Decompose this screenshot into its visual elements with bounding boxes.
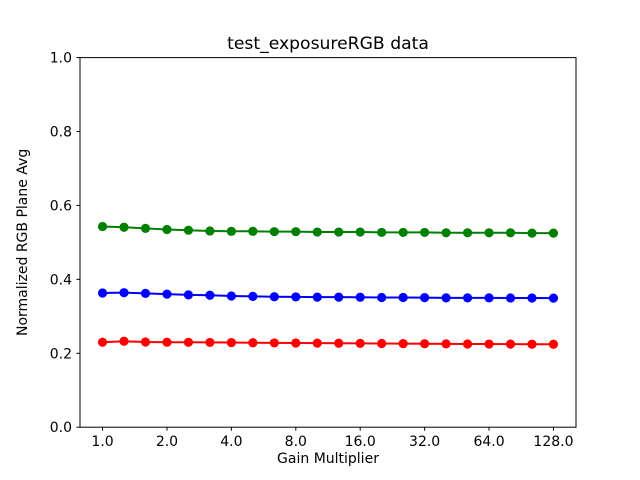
data-point-blue-plane (205, 290, 215, 300)
data-point-green-plane (420, 227, 430, 238)
data-point-red-plane (269, 338, 279, 348)
data-point-green-plane (291, 227, 301, 237)
data-point-green-plane (97, 221, 108, 232)
data-point-green-plane (355, 227, 365, 237)
data-point-blue-plane (291, 292, 301, 302)
data-point-blue-plane (527, 293, 537, 303)
data-point-green-plane (226, 226, 236, 236)
data-point-green-plane (527, 228, 537, 238)
data-point-blue-plane (462, 293, 473, 303)
data-point-red-plane (205, 337, 215, 348)
data-point-red-plane (162, 337, 172, 347)
x-tick-label: 2.0 (156, 434, 178, 450)
data-point-red-plane (377, 338, 387, 349)
data-point-red-plane (226, 337, 236, 348)
data-point-green-plane (140, 223, 151, 233)
data-point-green-plane (377, 227, 387, 238)
y-tick-label: 0.0 (50, 420, 72, 436)
data-point-red-plane (312, 338, 322, 348)
data-point-blue-plane (441, 293, 451, 303)
series-line-blue-plane (102, 291, 554, 300)
data-point-blue-plane (420, 293, 430, 303)
data-point-red-plane (291, 338, 301, 348)
data-point-blue-plane (248, 291, 258, 301)
axes-spines (79, 57, 577, 428)
data-point-red-plane (119, 336, 129, 346)
data-point-blue-plane (334, 292, 344, 302)
data-point-blue-plane (119, 288, 129, 298)
data-point-green-plane (505, 228, 516, 238)
data-point-green-plane (398, 227, 408, 238)
data-point-blue-plane (183, 290, 194, 300)
data-point-red-plane (462, 339, 473, 349)
data-point-green-plane (248, 226, 258, 236)
data-point-green-plane (462, 228, 473, 238)
data-point-green-plane (312, 227, 322, 237)
data-point-red-plane (527, 339, 537, 349)
data-point-blue-plane (484, 293, 494, 303)
data-point-green-plane (183, 225, 194, 235)
data-point-blue-plane (226, 291, 236, 301)
data-point-green-plane (269, 227, 279, 237)
data-point-red-plane (140, 337, 151, 347)
x-axis-label: Gain Multiplier (277, 451, 379, 467)
x-tick-label: 128.0 (533, 434, 573, 450)
chart-title: test_exposureRGB data (227, 34, 429, 54)
y-tick-label: 0.8 (50, 125, 72, 141)
data-point-red-plane (484, 339, 494, 349)
data-point-blue-plane (377, 292, 387, 303)
y-tick-label: 0.2 (50, 346, 72, 362)
x-tick-label: 4.0 (220, 434, 242, 450)
data-point-blue-plane (505, 293, 516, 303)
data-point-red-plane (505, 339, 516, 349)
data-point-red-plane (398, 338, 408, 349)
data-point-green-plane (484, 228, 494, 238)
data-point-blue-plane (97, 288, 108, 298)
data-point-green-plane (205, 226, 215, 236)
y-axis-label: Normalized RGB Plane Avg (15, 149, 31, 336)
data-point-green-plane (119, 222, 129, 232)
data-point-red-plane (441, 339, 451, 349)
x-tick-label: 16.0 (345, 434, 376, 450)
data-point-blue-plane (269, 292, 279, 302)
series-line-green-plane (102, 225, 554, 235)
data-point-green-plane (162, 224, 172, 235)
x-tick-label: 32.0 (409, 434, 440, 450)
x-tick-label: 1.0 (91, 434, 113, 450)
data-point-red-plane (355, 338, 365, 348)
data-point-blue-plane (140, 288, 151, 299)
data-point-blue-plane (398, 292, 408, 303)
data-point-red-plane (548, 339, 559, 349)
data-point-red-plane (420, 339, 430, 349)
data-point-green-plane (441, 228, 451, 238)
data-point-red-plane (97, 337, 108, 347)
data-point-red-plane (334, 338, 344, 348)
y-tick-label: 0.6 (50, 198, 72, 214)
x-tick-label: 8.0 (285, 434, 307, 450)
data-point-blue-plane (355, 292, 365, 302)
data-point-blue-plane (548, 293, 559, 303)
data-point-blue-plane (312, 292, 322, 302)
data-point-red-plane (183, 337, 194, 347)
series-line-red-plane (102, 340, 554, 346)
data-point-green-plane (334, 227, 344, 237)
plot-content: 1.0 2.0 4.0 8.0 16.0 32.0 64.0 128.0 0.0 0.2 0.4 0.… (50, 51, 577, 450)
x-tick-label: 64.0 (473, 434, 504, 450)
data-point-red-plane (248, 338, 258, 348)
y-tick-label: 1.0 (50, 51, 72, 67)
y-tick-label: 0.4 (50, 272, 72, 288)
data-point-blue-plane (162, 289, 172, 299)
data-point-green-plane (548, 228, 559, 238)
